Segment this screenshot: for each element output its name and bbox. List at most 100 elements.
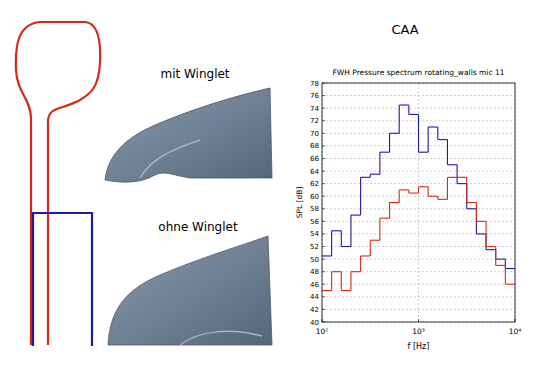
step-riser <box>447 140 448 165</box>
canvas: mit Winglet ohne Winglet CAA FWH Pressure s… <box>0 0 540 372</box>
step-riser <box>379 152 380 174</box>
step-riser <box>447 177 448 199</box>
step-riser <box>360 256 361 272</box>
tick-label: 68 <box>310 142 319 150</box>
tick <box>322 309 325 310</box>
step-bar <box>390 202 400 203</box>
step-bar <box>419 186 429 187</box>
step-bar <box>447 177 457 178</box>
step-bar <box>476 233 486 234</box>
step-riser <box>418 187 419 193</box>
step-bar <box>409 114 419 115</box>
tick-label: 50 <box>310 256 319 264</box>
step-riser <box>331 272 332 291</box>
label: ohne Winglet <box>158 220 238 234</box>
step-riser <box>389 133 390 152</box>
tick <box>322 233 325 234</box>
tick-label: 54 <box>310 230 319 238</box>
axis-label: SPL [dB] <box>295 187 304 219</box>
blade-winglet <box>105 88 272 182</box>
step-bar <box>390 133 400 134</box>
tick-label: 44 <box>310 293 319 301</box>
step-bar <box>322 255 332 256</box>
tick-label: 74 <box>310 105 319 113</box>
step-riser <box>476 203 477 222</box>
step-bar <box>399 189 409 190</box>
step-riser <box>418 114 419 152</box>
tick-label: 10³ <box>412 327 425 336</box>
step-bar <box>361 255 371 256</box>
step-bar <box>361 177 371 178</box>
step-bar <box>428 196 438 197</box>
step-bar <box>438 139 448 140</box>
step-riser <box>350 272 351 291</box>
step-bar <box>486 249 496 250</box>
tick-label: 10⁴ <box>509 327 522 336</box>
tick-label: 40 <box>310 319 319 327</box>
step-bar <box>428 126 438 127</box>
tick-label: 46 <box>310 281 319 289</box>
step-riser <box>437 127 438 140</box>
step-riser <box>466 177 467 202</box>
step-bar <box>467 202 477 203</box>
step-bar <box>419 152 429 153</box>
tick-label: 72 <box>310 117 319 125</box>
step-bar <box>496 265 506 266</box>
tick-label: 10² <box>316 327 329 336</box>
plain-outline <box>33 213 92 346</box>
step-bar <box>332 230 342 231</box>
tick-label: 78 <box>310 80 319 88</box>
tick <box>322 271 325 272</box>
step-bar <box>486 246 496 247</box>
step-bar <box>505 284 515 285</box>
tick <box>322 133 325 134</box>
tick-label: 76 <box>310 92 319 100</box>
grid-line <box>322 309 515 310</box>
step-bar <box>399 104 409 105</box>
chart: FWH Pressure spectrum rotating_walls mic… <box>295 68 521 351</box>
blade-plain <box>108 236 272 345</box>
winglet-outline <box>16 22 100 345</box>
step-bar <box>322 290 332 291</box>
step-bar <box>370 240 380 241</box>
tick-label: 64 <box>310 168 319 176</box>
blade-edge <box>140 140 200 178</box>
step-riser <box>389 203 390 219</box>
step-bar <box>332 271 342 272</box>
tick <box>322 108 325 109</box>
tick <box>322 95 325 96</box>
blade-edge <box>180 331 262 345</box>
step-bar <box>476 221 486 222</box>
step-bar <box>438 199 448 200</box>
tick <box>322 284 325 285</box>
step-riser <box>428 187 429 196</box>
step-bar <box>380 152 390 153</box>
tick-label: 48 <box>310 268 319 276</box>
step-riser <box>495 247 496 266</box>
tick <box>322 120 325 121</box>
tick-label: 62 <box>310 180 319 188</box>
tick <box>322 208 325 209</box>
step-riser <box>370 240 371 256</box>
grid-line <box>322 158 515 159</box>
step-riser <box>457 165 458 184</box>
label: CAA <box>391 22 418 37</box>
step-riser <box>399 190 400 203</box>
step-bar <box>409 193 419 194</box>
step-riser <box>399 105 400 133</box>
grid-line <box>418 83 419 322</box>
tick-label: 52 <box>310 243 319 251</box>
tick-label: 66 <box>310 155 319 163</box>
label: mit Winglet <box>160 67 229 81</box>
step-riser <box>350 215 351 246</box>
tick-label: 58 <box>310 205 319 213</box>
step-bar <box>341 290 351 291</box>
tick-label: 56 <box>310 218 319 226</box>
step-bar <box>457 183 467 184</box>
step-bar <box>447 164 457 165</box>
data-group <box>322 105 515 291</box>
step-bar <box>351 271 361 272</box>
step-riser <box>360 177 361 215</box>
step-riser <box>408 105 409 114</box>
step-bar <box>351 215 361 216</box>
